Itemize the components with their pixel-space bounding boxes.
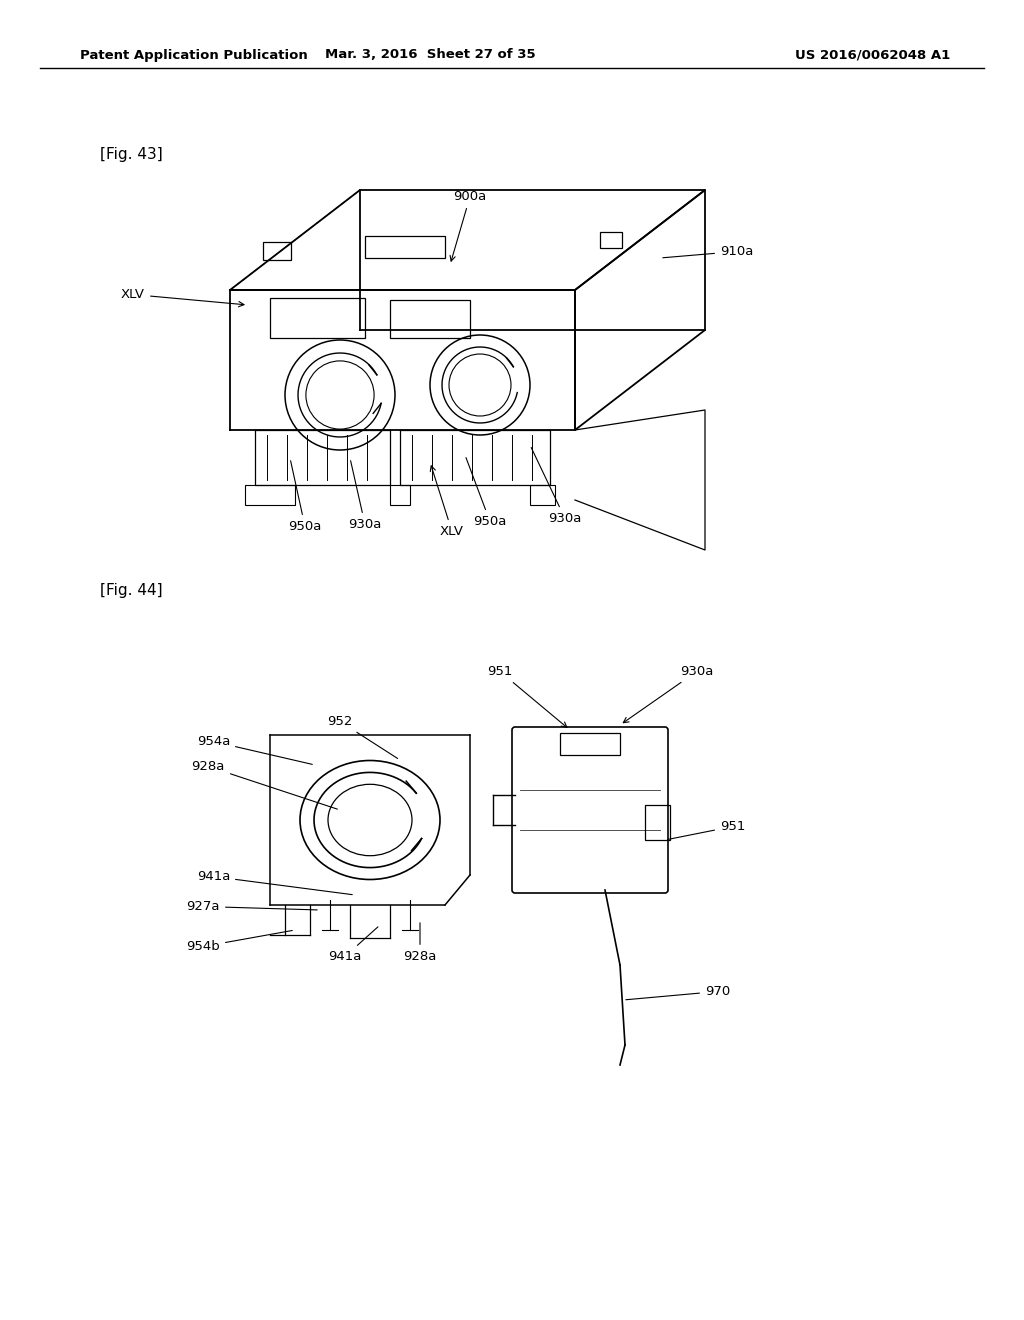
Bar (365, 236, 445, 257)
Text: Patent Application Publication: Patent Application Publication (80, 49, 308, 62)
Text: 950a: 950a (289, 461, 322, 533)
Text: 951: 951 (668, 820, 745, 840)
Bar (390, 300, 470, 338)
Bar (600, 232, 622, 248)
Bar (560, 733, 620, 755)
Text: 928a: 928a (403, 923, 436, 964)
Text: 970: 970 (626, 985, 730, 999)
Bar (245, 484, 295, 506)
Text: 950a: 950a (466, 458, 507, 528)
Text: 930a: 930a (348, 461, 382, 531)
Text: 952: 952 (328, 715, 397, 759)
Text: XLV: XLV (430, 466, 464, 539)
Bar (645, 805, 670, 840)
Text: 910a: 910a (663, 246, 754, 257)
Bar (390, 484, 410, 506)
Bar (530, 484, 555, 506)
Text: 930a: 930a (531, 447, 582, 525)
Text: US 2016/0062048 A1: US 2016/0062048 A1 (795, 49, 950, 62)
Text: 928a: 928a (191, 760, 337, 809)
Text: 930a: 930a (624, 665, 714, 722)
Text: [Fig. 44]: [Fig. 44] (100, 582, 163, 598)
Text: [Fig. 43]: [Fig. 43] (100, 148, 163, 162)
Text: 900a: 900a (451, 190, 486, 261)
Bar (263, 242, 291, 260)
Bar (270, 298, 365, 338)
Text: 951: 951 (487, 665, 567, 727)
Text: 927a: 927a (186, 900, 317, 913)
Text: Mar. 3, 2016  Sheet 27 of 35: Mar. 3, 2016 Sheet 27 of 35 (325, 49, 536, 62)
Text: 954a: 954a (197, 735, 312, 764)
Text: 954b: 954b (186, 931, 292, 953)
Text: 941a: 941a (329, 927, 378, 964)
Text: 941a: 941a (197, 870, 352, 895)
Text: XLV: XLV (121, 288, 244, 306)
